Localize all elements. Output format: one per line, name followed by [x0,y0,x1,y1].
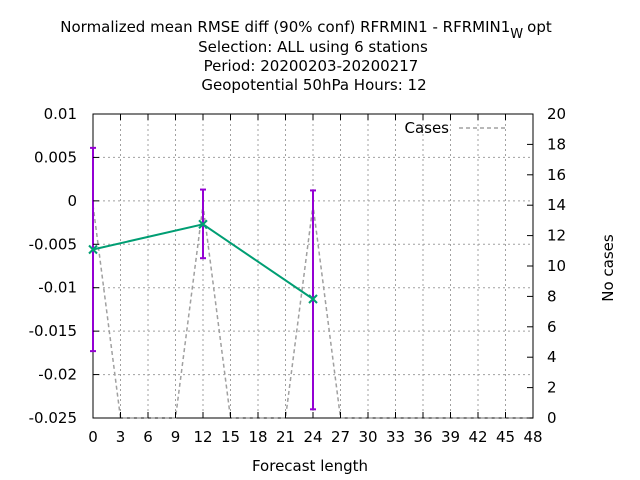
point-marker-stroke [308,294,318,304]
point-marker-stroke [88,244,98,255]
y2-tick-label: 10 [547,257,566,275]
x-tick-label: 15 [221,428,240,446]
y2-axis-label: No cases [599,234,617,302]
data-point [88,244,98,255]
x-tick-label: 48 [523,428,542,446]
x-tick-label: 39 [441,428,460,446]
x-tick-label: 9 [171,428,181,446]
data-point [308,294,318,304]
x-tick-label: 21 [276,428,295,446]
y-tick-label: -0.005 [29,235,77,253]
y-tick-label: -0.015 [29,322,77,340]
chart-titles: Normalized mean RMSE diff (90% conf) RFR… [60,18,552,94]
x-tick-label: 12 [193,428,212,446]
x-tick-label: 0 [88,428,98,446]
series-layer [88,219,318,304]
chart-title-line-4: Geopotential 50hPa Hours: 12 [201,76,426,94]
x-tick-label: 45 [496,428,515,446]
x-tick-label: 3 [116,428,126,446]
y2-tick-label: 14 [547,196,566,214]
y-tick-label: 0.005 [34,148,77,166]
y-tick-label: -0.02 [38,366,77,384]
x-axis-label: Forecast length [252,457,368,475]
x-tick-label: 18 [248,428,267,446]
x-tick-label: 27 [331,428,350,446]
y2-tick-label: 4 [547,348,557,366]
y-tick-label: 0 [67,192,77,210]
x-tick-label: 24 [303,428,322,446]
x-tick-label: 36 [413,428,432,446]
chart-title-line-2: Selection: ALL using 6 stations [198,38,428,56]
x-tick-label: 30 [358,428,377,446]
y2-tick-label: 0 [547,409,557,427]
x-tick-label: 6 [143,428,153,446]
y2-tick-label: 8 [547,287,557,305]
point-marker-stroke [198,219,208,230]
y-tick-label: -0.01 [38,279,77,297]
cases-layer [92,205,533,419]
y2-tick-label: 18 [547,135,566,153]
data-point [198,219,208,230]
title-subscript: W [510,27,523,42]
y2-tick-label: 16 [547,166,566,184]
cases-line [92,205,533,419]
legend-label-cases: Cases [404,119,449,137]
y-tick-label: 0.01 [44,105,77,123]
y2-tick-label: 6 [547,318,557,336]
legend: Cases [404,119,506,137]
x-tick-label: 42 [468,428,487,446]
y-tick-label: -0.025 [29,409,77,427]
title-suffix: opt [527,18,552,36]
chart-title-line-3: Period: 20200203-20200217 [204,57,419,75]
chart-title-line-1: Normalized mean RMSE diff (90% conf) RFR… [60,18,552,42]
axis-ticks: 0 3 6 9 12 15 18 21 24 27 30 33 36 39 42 45 480.010.0050… [29,105,566,446]
x-tick-label: 33 [386,428,405,446]
y2-tick-label: 12 [547,227,566,245]
y2-tick-label: 20 [547,105,566,123]
y2-tick-label: 2 [547,379,557,397]
